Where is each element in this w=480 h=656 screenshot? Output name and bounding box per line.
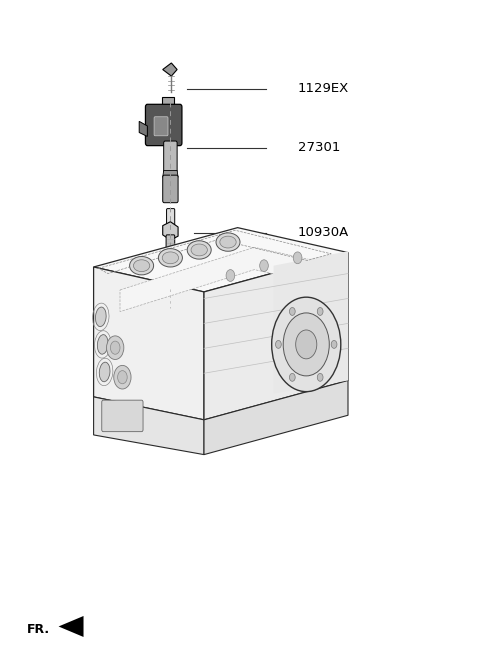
Polygon shape [274, 251, 348, 394]
Polygon shape [163, 222, 178, 240]
Ellipse shape [133, 260, 150, 272]
Polygon shape [204, 380, 348, 455]
Circle shape [110, 341, 120, 354]
Circle shape [114, 365, 131, 389]
Polygon shape [139, 121, 147, 136]
FancyBboxPatch shape [167, 209, 175, 226]
FancyBboxPatch shape [164, 141, 177, 173]
Circle shape [107, 336, 124, 359]
Ellipse shape [130, 256, 154, 275]
Circle shape [293, 252, 302, 264]
FancyBboxPatch shape [102, 400, 143, 432]
Ellipse shape [97, 335, 108, 354]
Circle shape [226, 270, 235, 281]
Ellipse shape [158, 249, 182, 267]
Polygon shape [120, 247, 331, 312]
Polygon shape [162, 97, 174, 107]
FancyBboxPatch shape [145, 104, 182, 146]
Circle shape [331, 340, 337, 348]
Text: 10930A: 10930A [298, 226, 349, 239]
Circle shape [296, 330, 317, 359]
Polygon shape [163, 171, 178, 177]
Circle shape [118, 371, 127, 384]
Polygon shape [94, 228, 348, 292]
Text: FR.: FR. [26, 623, 49, 636]
Circle shape [272, 297, 341, 392]
Circle shape [283, 313, 329, 376]
Ellipse shape [96, 307, 106, 327]
Circle shape [317, 308, 323, 316]
Text: 27301: 27301 [298, 141, 340, 154]
Ellipse shape [220, 236, 236, 248]
Ellipse shape [99, 362, 110, 382]
FancyBboxPatch shape [154, 117, 168, 136]
FancyBboxPatch shape [166, 235, 175, 257]
Polygon shape [163, 63, 177, 76]
Polygon shape [204, 253, 348, 420]
Circle shape [317, 373, 323, 381]
Text: 1129EX: 1129EX [298, 82, 349, 95]
Ellipse shape [162, 252, 179, 264]
Circle shape [260, 260, 268, 272]
Ellipse shape [216, 233, 240, 251]
Polygon shape [94, 397, 204, 455]
Circle shape [289, 308, 295, 316]
Circle shape [289, 373, 295, 381]
Polygon shape [94, 267, 204, 420]
Circle shape [276, 340, 281, 348]
Ellipse shape [191, 244, 207, 256]
FancyBboxPatch shape [163, 175, 178, 203]
Polygon shape [59, 616, 84, 637]
Ellipse shape [187, 241, 211, 259]
